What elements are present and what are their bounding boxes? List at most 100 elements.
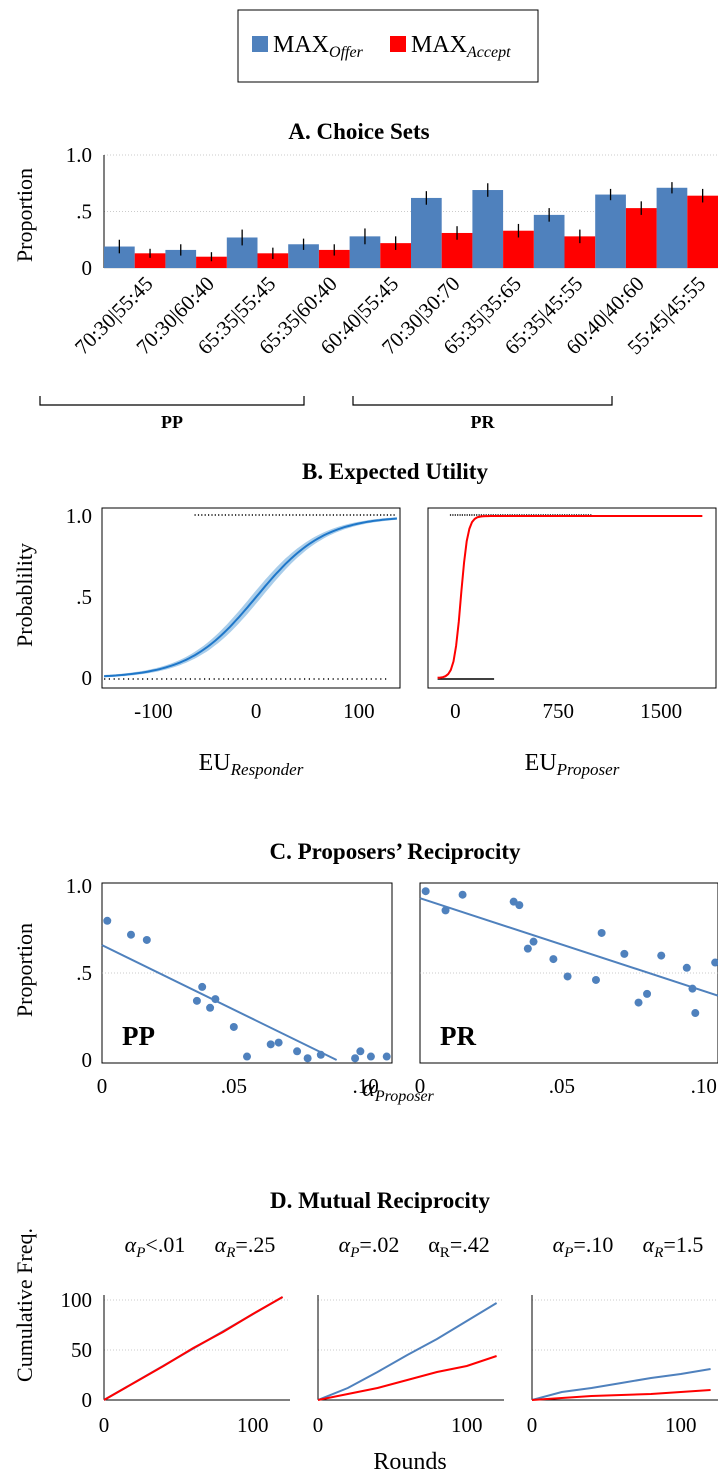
bar [318, 249, 350, 268]
scatter-point [597, 928, 606, 937]
x-tick-label: .05 [221, 1074, 247, 1098]
y-tick-label: .5 [76, 961, 92, 985]
y-tick-label: 1.0 [66, 504, 92, 528]
plot-frame [427, 507, 717, 689]
scatter-point [421, 887, 430, 896]
cumulative-subplot: 0 100 αP=.02 αR=.42 [313, 1232, 504, 1437]
fit-curve [437, 515, 703, 679]
x-tick-label: 0 [97, 1074, 108, 1098]
y-tick-label: 0 [82, 1048, 93, 1072]
scatter-subplot-pp: 0 .5 1.0 0 .05 .10 PP [66, 874, 393, 1098]
group-bracket [39, 396, 305, 406]
eu-subplot: 0 .5 1.0 -100 0 100 EUResponder [66, 504, 401, 779]
x-tick-label: 0 [450, 699, 461, 723]
bar [104, 246, 135, 268]
y-tick-label: 0 [82, 256, 93, 280]
cumulative-line [531, 1389, 711, 1401]
scatter-point [243, 1052, 251, 1061]
scatter-point [529, 937, 538, 946]
panel-c-xlabel: αProposer [362, 1076, 434, 1105]
x-tick-label: 0 [313, 1413, 324, 1437]
x-tick-label: 1500 [640, 699, 682, 723]
group-label: PP [161, 412, 183, 432]
panel-c-reciprocity-scatter: 0 .5 1.0 0 .05 .10 PP 0 .05 .10 PR [66, 874, 718, 1098]
y-tick-label: 100 [61, 1288, 93, 1312]
panel-d-mutual-reciprocity: 0 50 100 0 100 αP<.01 αR=.25 0 100 αP=.02 αR=.42 0 1… [61, 1232, 718, 1437]
x-tick-label: .10 [353, 1074, 379, 1098]
y-tick-label: .5 [76, 585, 92, 609]
x-tick-label: 100 [343, 699, 375, 723]
alpha-r-label: αR=1.5 [643, 1232, 704, 1261]
scatter-point [127, 930, 135, 939]
cumulative-subplot: 0 50 100 0 100 αP<.01 αR=.25 [61, 1232, 290, 1437]
bar [257, 253, 289, 268]
x-tick-label: .10 [691, 1074, 717, 1098]
cumulative-subplot: 0 100 αP=.10 αR=1.5 [527, 1232, 718, 1437]
subplot-label: PR [440, 1021, 476, 1051]
bar [134, 253, 166, 268]
panel-a-ylabel: Proportion [12, 168, 37, 262]
scatter-point [591, 975, 600, 984]
x-tick-label: 100 [451, 1413, 483, 1437]
scatter-point [711, 958, 718, 967]
cumulative-line [317, 1355, 497, 1401]
y-tick-label: 0 [82, 666, 93, 690]
scatter-point [274, 1038, 283, 1047]
panel-c-ylabel: Proportion [12, 923, 37, 1017]
bar [288, 244, 319, 268]
fit-line [101, 944, 338, 1061]
x-tick-label: 0 [527, 1413, 538, 1437]
scatter-point [657, 951, 666, 960]
bar [533, 214, 565, 268]
fit-curve [104, 517, 397, 678]
scatter-point [549, 955, 558, 964]
y-tick-label: 50 [71, 1338, 92, 1362]
bar [196, 256, 227, 268]
scatter-point [351, 1054, 360, 1063]
alpha-p-label: αP=.02 [339, 1232, 400, 1261]
panel-b-title: B. Expected Utility [302, 459, 488, 484]
alpha-r-label: αR=.42 [428, 1232, 489, 1261]
scatter-point [103, 916, 112, 925]
bar [687, 195, 718, 268]
scatter-point [206, 1003, 215, 1012]
legend-accept-swatch [390, 36, 406, 52]
x-tick-label: 100 [665, 1413, 697, 1437]
panel-d-ylabel: Cumulative Freq. [12, 1228, 37, 1382]
scatter-point [643, 989, 652, 998]
x-tick-label: .05 [549, 1074, 575, 1098]
x-axis-label: EUResponder [199, 750, 304, 779]
y-tick-label: 0 [82, 1388, 93, 1412]
bar [595, 194, 626, 268]
scatter-point [441, 906, 450, 915]
alpha-p-label: αP<.01 [125, 1232, 186, 1261]
scatter-point [620, 949, 629, 958]
scatter-point [266, 1040, 275, 1049]
legend-offer-swatch [252, 36, 268, 52]
scatter-point [634, 998, 643, 1007]
panel-b-expected-utility: 0 .5 1.0 -100 0 100 EUResponder 0 750 1500 EUPropo… [66, 504, 717, 779]
legend-accept-label: MAXAccept [411, 32, 511, 61]
y-tick-label: .5 [76, 200, 92, 224]
scatter-point [563, 972, 572, 981]
panel-a-title: A. Choice Sets [288, 119, 429, 144]
scatter-point [691, 1009, 700, 1018]
scatter-point [293, 1047, 302, 1056]
x-tick-label: 750 [543, 699, 575, 723]
x-tick-label: 0 [99, 1413, 110, 1437]
x-tick-label: 0 [415, 1074, 426, 1098]
scatter-point [682, 963, 691, 972]
alpha-r-label: αR=.25 [215, 1232, 276, 1261]
scatter-point [523, 944, 532, 953]
x-tick-label: -100 [134, 699, 173, 723]
y-tick-label: 1.0 [66, 874, 92, 898]
cumulative-line [531, 1368, 711, 1401]
group-label: PR [471, 412, 496, 432]
x-tick-label: 100 [237, 1413, 269, 1437]
scatter-point [142, 935, 151, 944]
scatter-point [303, 1054, 312, 1063]
x-tick-label: 0 [251, 699, 262, 723]
bar [472, 190, 504, 268]
scatter-point [366, 1052, 375, 1061]
